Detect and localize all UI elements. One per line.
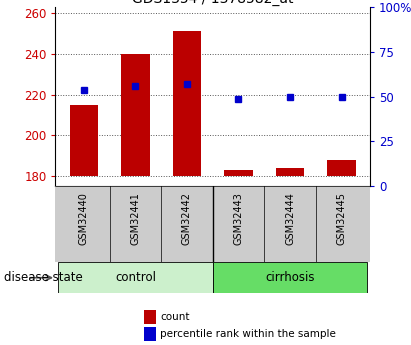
Bar bbox=[121, 54, 150, 176]
Title: GDS1354 / 1378582_at: GDS1354 / 1378582_at bbox=[132, 0, 293, 6]
Text: GSM32444: GSM32444 bbox=[285, 193, 295, 245]
Bar bbox=[58, 262, 213, 293]
Text: cirrhosis: cirrhosis bbox=[265, 271, 315, 284]
Text: percentile rank within the sample: percentile rank within the sample bbox=[160, 329, 336, 339]
Text: GSM32442: GSM32442 bbox=[182, 193, 192, 245]
Bar bbox=[328, 160, 356, 176]
Text: GSM32443: GSM32443 bbox=[233, 193, 243, 245]
Bar bbox=[276, 168, 304, 176]
Text: disease state: disease state bbox=[4, 271, 83, 284]
Text: GSM32441: GSM32441 bbox=[130, 193, 141, 245]
Text: control: control bbox=[115, 271, 156, 284]
Bar bbox=[69, 105, 98, 176]
Bar bbox=[213, 262, 367, 293]
Text: count: count bbox=[160, 312, 190, 322]
Bar bbox=[173, 31, 201, 176]
Bar bbox=[224, 170, 253, 176]
Text: GSM32440: GSM32440 bbox=[79, 193, 89, 245]
Text: GSM32445: GSM32445 bbox=[337, 193, 346, 245]
